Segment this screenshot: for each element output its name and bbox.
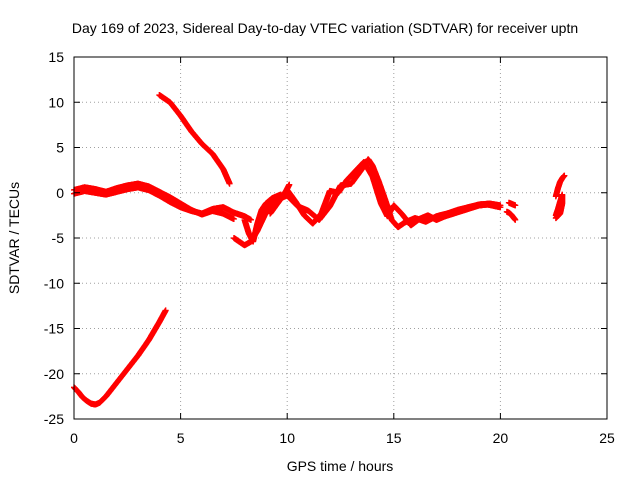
series-track-h: [267, 159, 504, 229]
y-tick-label: -5: [52, 230, 65, 246]
x-tick-label: 10: [279, 430, 295, 446]
series-track-c: [71, 180, 237, 222]
data-point: [512, 216, 519, 223]
y-tick-label: -10: [44, 275, 64, 291]
y-tick-label: -25: [44, 411, 64, 427]
data-point: [286, 181, 293, 188]
y-axis-label: SDTVAR / TECUs: [6, 182, 22, 294]
data-point: [230, 216, 237, 222]
series-track-b: [156, 92, 233, 187]
data-point: [552, 215, 559, 222]
axis-ticks: 0 5 10 15 20 25 -25 -20 -15 -10 -5 0 5 10 15: [44, 49, 615, 446]
data-points: [71, 92, 568, 408]
y-tick-label: -15: [44, 321, 64, 337]
data-point: [226, 180, 233, 187]
data-point: [512, 202, 519, 209]
chart-title: Day 169 of 2023, Sidereal Day-to-day VTE…: [72, 20, 578, 36]
data-point: [162, 307, 169, 314]
y-tick-label: 5: [56, 140, 64, 156]
data-point: [497, 204, 504, 211]
y-tick-label: 0: [56, 185, 64, 201]
series-track-l: [552, 191, 566, 222]
x-tick-label: 25: [599, 430, 615, 446]
series-track-a: [71, 307, 169, 408]
y-tick-label: 10: [48, 94, 64, 110]
x-tick-label: 20: [493, 430, 509, 446]
series-track-k: [552, 172, 568, 200]
x-axis-label: GPS time / hours: [287, 458, 394, 474]
data-point: [561, 172, 568, 179]
series-track-d: [71, 184, 254, 223]
y-tick-label: -20: [44, 366, 64, 382]
data-point: [248, 216, 254, 223]
series-track-i: [505, 199, 519, 209]
plot-frame: [73, 56, 608, 420]
grid-lines: [74, 57, 607, 419]
x-tick-label: 0: [70, 430, 78, 446]
y-tick-label: 15: [48, 49, 64, 65]
series-track-j: [503, 208, 519, 223]
x-tick-label: 15: [386, 430, 402, 446]
x-tick-label: 5: [177, 430, 185, 446]
